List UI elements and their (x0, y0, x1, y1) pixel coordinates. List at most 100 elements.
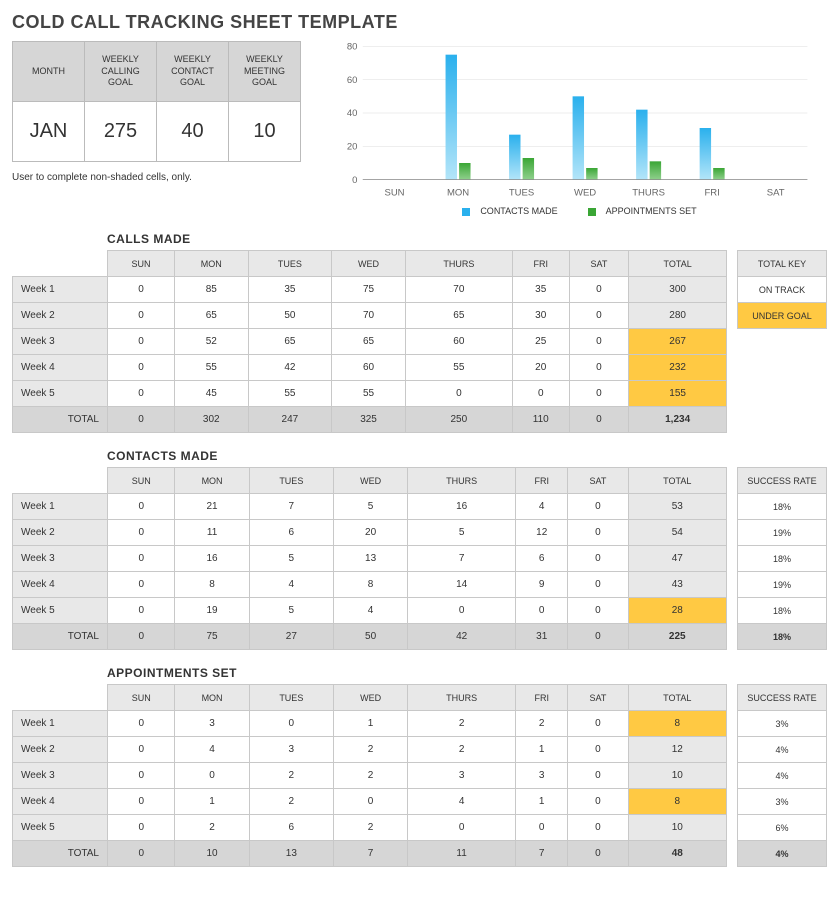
data-cell: 1 (516, 789, 568, 815)
column-total: 11 (408, 841, 516, 867)
data-cell: 2 (249, 789, 333, 815)
row-label: Week 1 (13, 277, 108, 303)
svg-text:FRI: FRI (704, 188, 719, 199)
table-row: Week 50455555000155 (13, 381, 727, 407)
column-header: TUES (248, 251, 332, 277)
data-cell: 0 (108, 381, 175, 407)
data-cell: 13 (334, 546, 408, 572)
row-total: 280 (629, 303, 727, 329)
column-total: 13 (249, 841, 333, 867)
table-row: Week 2065507065300280 (13, 303, 727, 329)
section-title: APPOINTMENTS SET (107, 666, 828, 680)
total-label: TOTAL (13, 624, 108, 650)
row-label: Week 2 (13, 520, 108, 546)
data-cell: 16 (175, 546, 249, 572)
data-cell: 4 (175, 737, 249, 763)
data-cell: 0 (108, 355, 175, 381)
data-cell: 0 (569, 303, 629, 329)
data-cell: 1 (516, 737, 568, 763)
column-header: WED (332, 251, 406, 277)
column-total: 0 (569, 407, 629, 433)
data-cell: 14 (408, 572, 516, 598)
page-title: COLD CALL TRACKING SHEET TEMPLATE (12, 12, 828, 33)
data-cell: 20 (334, 520, 408, 546)
data-cell: 1 (334, 711, 408, 737)
table-row: Week 3052656560250267 (13, 329, 727, 355)
data-cell: 6 (249, 520, 333, 546)
data-cell: 0 (408, 598, 516, 624)
chart-bar (713, 168, 724, 180)
instruction-note: User to complete non-shaded cells, only. (12, 172, 301, 183)
goals-table: MONTHWEEKLYCALLINGGOALWEEKLYCONTACTGOALW… (12, 41, 301, 162)
goals-value: 10 (229, 102, 301, 162)
svg-text:SUN: SUN (384, 188, 404, 199)
chart-bar (700, 128, 711, 180)
row-label: Week 3 (13, 329, 108, 355)
row-label: Week 3 (13, 546, 108, 572)
data-cell: 35 (248, 277, 332, 303)
row-total: 300 (629, 277, 727, 303)
data-cell: 55 (174, 355, 248, 381)
data-cell: 8 (175, 572, 249, 598)
weekly-chart: 020406080SUNMONTUESWEDTHURSFRISAT CONTAC… (321, 41, 828, 216)
data-cell: 65 (332, 329, 406, 355)
data-cell: 0 (108, 737, 175, 763)
row-total: 28 (628, 598, 727, 624)
column-header: FRI (516, 685, 568, 711)
data-cell: 0 (568, 711, 628, 737)
column-total: 27 (249, 624, 333, 650)
column-total: 0 (108, 624, 175, 650)
chart-bar (509, 135, 520, 180)
data-cell: 0 (568, 494, 628, 520)
data-cell: 60 (332, 355, 406, 381)
data-cell: 0 (108, 546, 175, 572)
data-cell: 0 (108, 763, 175, 789)
success-rate-cell: 3% (738, 711, 827, 737)
success-rate-total: 4% (738, 841, 827, 867)
data-cell: 0 (175, 763, 249, 789)
row-label: Week 4 (13, 355, 108, 381)
row-total: 43 (628, 572, 727, 598)
data-cell: 3 (516, 763, 568, 789)
row-label: Week 4 (13, 789, 108, 815)
chart-bar (586, 168, 597, 180)
data-cell: 0 (568, 598, 628, 624)
data-cell: 52 (174, 329, 248, 355)
data-cell: 3 (175, 711, 249, 737)
column-total: 10 (175, 841, 249, 867)
column-total: 110 (512, 407, 569, 433)
success-rate-cell: 19% (738, 520, 827, 546)
section-title: CALLS MADE (107, 232, 828, 246)
data-cell: 5 (334, 494, 408, 520)
success-rate-cell: 19% (738, 572, 827, 598)
goals-header: WEEKLYCALLINGGOAL (85, 42, 157, 102)
data-cell: 2 (516, 711, 568, 737)
section-title: CONTACTS MADE (107, 449, 828, 463)
total-key-box: TOTAL KEYON TRACKUNDER GOAL (737, 250, 827, 329)
grand-total: 1,234 (629, 407, 727, 433)
row-total: 267 (629, 329, 727, 355)
data-cell: 0 (108, 520, 175, 546)
table-row: Week 1085357570350300 (13, 277, 727, 303)
chart-bar (459, 163, 470, 180)
data-cell: 0 (108, 303, 175, 329)
column-total: 75 (175, 624, 249, 650)
data-cell: 0 (569, 329, 629, 355)
data-cell: 60 (405, 329, 512, 355)
svg-text:MON: MON (447, 188, 469, 199)
success-rate-box: SUCCESS RATE18%19%18%19%18%18% (737, 467, 827, 650)
success-rate-cell: 3% (738, 789, 827, 815)
data-cell: 0 (334, 789, 408, 815)
row-total: 155 (629, 381, 727, 407)
column-header: TUES (249, 685, 333, 711)
grand-total: 225 (628, 624, 727, 650)
column-total: 7 (516, 841, 568, 867)
row-total: 53 (628, 494, 727, 520)
data-cell: 55 (405, 355, 512, 381)
goals-value: 40 (157, 102, 229, 162)
row-total: 47 (628, 546, 727, 572)
column-header: THURS (405, 251, 512, 277)
data-cell: 35 (512, 277, 569, 303)
column-header: WED (334, 685, 408, 711)
column-header: TOTAL (628, 468, 727, 494)
